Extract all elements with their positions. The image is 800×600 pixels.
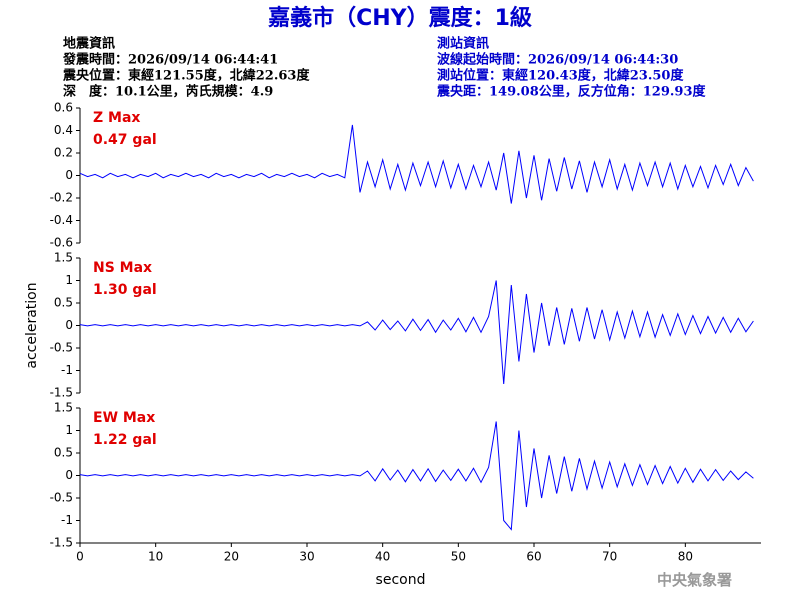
event-info: 震央位置：東經121.55度，北緯22.63度 bbox=[62, 68, 310, 84]
x-tick-label: 0 bbox=[76, 550, 84, 564]
event-info: 深 度：10.1公里，芮氏規模：4.9 bbox=[63, 84, 273, 100]
y-tick-label: 0 bbox=[65, 168, 73, 182]
waveform bbox=[79, 280, 754, 385]
y-tick-label: -0.5 bbox=[50, 491, 73, 505]
y-tick-label: -0.4 bbox=[50, 213, 73, 227]
y-tick-label: 0 bbox=[65, 318, 73, 332]
x-tick-label: 10 bbox=[148, 550, 163, 564]
y-tick-label: 0.5 bbox=[54, 296, 73, 310]
y-tick-label: -1.5 bbox=[50, 536, 73, 550]
annotation: Z Max bbox=[93, 110, 140, 126]
y-tick-label: 0.4 bbox=[54, 123, 73, 137]
y-tick-label: -0.6 bbox=[50, 236, 73, 250]
x-tick-label: 30 bbox=[299, 550, 314, 564]
y-tick-label: 1.5 bbox=[54, 251, 73, 265]
x-tick-label: 20 bbox=[224, 550, 239, 564]
station-info: 測站位置：東經120.43度，北緯23.50度 bbox=[437, 68, 684, 84]
y-tick-label: 1.5 bbox=[54, 401, 73, 415]
station-info: 波線起始時間：2026/09/14 06:44:30 bbox=[437, 52, 678, 68]
annotation: EW Max bbox=[93, 410, 155, 426]
x-tick-label: 80 bbox=[678, 550, 693, 564]
y-tick-label: 0 bbox=[65, 468, 73, 482]
x-tick-label: 50 bbox=[451, 550, 466, 564]
annotation: 0.47 gal bbox=[93, 132, 157, 148]
x-tick-label: 60 bbox=[526, 550, 541, 564]
station-info: 測站資訊 bbox=[437, 36, 489, 52]
event-info: 發震時間：2026/09/14 06:44:41 bbox=[62, 52, 278, 68]
station-info: 震央距：149.08公里，反方位角：129.93度 bbox=[436, 84, 707, 100]
waveform bbox=[79, 421, 754, 531]
waveform bbox=[79, 124, 754, 204]
y-tick-label: 1 bbox=[65, 273, 73, 287]
y-tick-label: -1 bbox=[61, 363, 73, 377]
x-axis-label: second bbox=[376, 572, 426, 588]
y-tick-label: 0.2 bbox=[54, 146, 73, 160]
y-axis-label: acceleration bbox=[24, 282, 40, 368]
y-tick-label: 0.5 bbox=[54, 446, 73, 460]
y-tick-label: -1 bbox=[61, 513, 73, 527]
event-info: 地震資訊 bbox=[63, 36, 115, 52]
chart-title: 嘉義市（CHY）震度：1級 bbox=[268, 5, 532, 31]
y-tick-label: -0.5 bbox=[50, 341, 73, 355]
footer: 中央氣象署 bbox=[657, 571, 732, 589]
y-tick-label: 1 bbox=[65, 423, 73, 437]
x-tick-label: 40 bbox=[375, 550, 390, 564]
y-tick-label: -1.5 bbox=[50, 386, 73, 400]
x-tick-label: 70 bbox=[602, 550, 617, 564]
y-tick-label: -0.2 bbox=[50, 191, 73, 205]
annotation: NS Max bbox=[93, 260, 152, 276]
annotation: 1.22 gal bbox=[93, 432, 157, 448]
y-tick-label: 0.6 bbox=[54, 101, 73, 115]
annotation: 1.30 gal bbox=[93, 282, 157, 298]
